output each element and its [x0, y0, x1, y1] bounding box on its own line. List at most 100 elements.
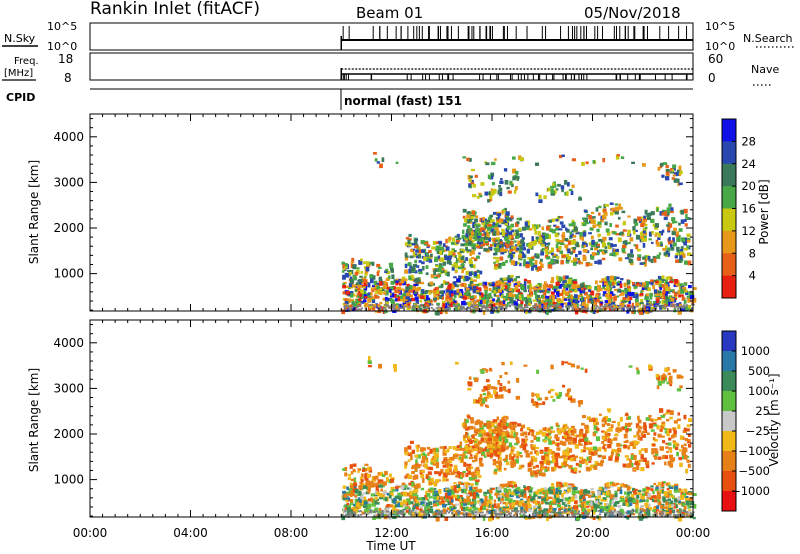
- range-cell: [484, 240, 488, 243]
- range-cell: [425, 295, 429, 300]
- range-cell: [488, 292, 492, 298]
- range-cell: [552, 491, 556, 495]
- range-cell: [660, 162, 664, 167]
- range-cell: [481, 233, 485, 237]
- range-cell: [592, 310, 596, 315]
- range-cell: [354, 498, 358, 504]
- range-cell: [469, 417, 474, 420]
- range-cell: [379, 301, 383, 305]
- range-cell: [369, 481, 374, 485]
- range-cell: [684, 260, 689, 265]
- freq-panel: [89, 52, 694, 81]
- range-cell: [556, 297, 561, 302]
- range-cell: [381, 473, 386, 477]
- range-cell: [447, 255, 452, 261]
- range-cell: [670, 297, 675, 302]
- range-cell: [449, 505, 453, 510]
- range-cell: [643, 255, 647, 258]
- range-cell: [686, 306, 691, 311]
- range-cell: [619, 293, 622, 297]
- range-cell: [463, 292, 469, 296]
- range-cell: [451, 456, 456, 459]
- range-cell: [385, 477, 390, 482]
- range-cell: [506, 507, 510, 511]
- range-cell: [416, 447, 420, 453]
- range-cell: [627, 229, 631, 233]
- range-cell: [675, 489, 680, 493]
- range-cell: [470, 231, 475, 236]
- range-cell: [629, 498, 633, 503]
- range-cell: [433, 276, 438, 279]
- range-cell: [666, 287, 671, 291]
- range-cell: [648, 301, 652, 305]
- range-cell: [547, 285, 551, 288]
- range-cell: [415, 249, 419, 253]
- range-cell: [568, 296, 572, 302]
- range-cell: [661, 275, 665, 280]
- ground-scatter-cell: [636, 305, 639, 308]
- range-cell: [501, 446, 506, 450]
- range-cell: [490, 191, 495, 196]
- range-cell: [598, 205, 602, 209]
- range-cell: [540, 501, 544, 505]
- range-cell: [565, 275, 569, 280]
- range-cell: [494, 263, 499, 267]
- ground-scatter-cell: [676, 305, 679, 308]
- range-cell: [602, 236, 607, 241]
- range-cell: [457, 305, 461, 310]
- range-cell: [620, 483, 623, 487]
- range-cell: [496, 231, 500, 236]
- range-cell: [364, 473, 367, 479]
- range-cell: [366, 281, 369, 285]
- range-cell: [546, 516, 549, 522]
- range-cell: [622, 240, 626, 245]
- range-cell: [632, 230, 636, 235]
- range-cell: [405, 237, 410, 240]
- range-cell: [367, 297, 372, 303]
- range-cell: [449, 293, 453, 298]
- range-cell: [472, 494, 476, 500]
- range-cell: [545, 298, 550, 302]
- ground-scatter-cell: [657, 304, 660, 307]
- range-cell: [535, 287, 538, 291]
- range-cell: [434, 511, 439, 516]
- range-cell: [518, 242, 523, 248]
- nsearch-tick-top: 10^5: [705, 20, 735, 33]
- range-cell: [531, 256, 535, 259]
- range-cell: [624, 240, 628, 245]
- range-cell: [474, 468, 477, 473]
- range-cell: [407, 459, 411, 462]
- range-cell: [360, 499, 364, 505]
- ground-scatter-cell: [583, 307, 586, 310]
- range-cell: [626, 309, 630, 314]
- range-cell: [462, 447, 466, 452]
- range-cell: [443, 249, 448, 252]
- range-cell: [566, 228, 570, 233]
- range-cell: [487, 199, 491, 203]
- range-cell: [485, 230, 489, 233]
- range-cell: [438, 488, 442, 494]
- range-cell: [435, 274, 440, 278]
- range-cell: [430, 460, 435, 465]
- range-cell: [596, 252, 600, 256]
- range-cell: [650, 485, 654, 488]
- range-cell: [493, 503, 497, 508]
- ground-scatter-cell: [631, 307, 634, 310]
- range-cell: [509, 249, 514, 252]
- range-cell: [423, 497, 428, 500]
- range-cell: [650, 279, 654, 282]
- range-cell: [652, 223, 657, 227]
- range-cell: [584, 303, 589, 307]
- ground-scatter-cell: [488, 305, 491, 308]
- range-cell: [414, 296, 419, 301]
- ground-scatter-cell: [426, 307, 429, 310]
- range-cell: [415, 299, 419, 305]
- range-cell: [579, 497, 583, 501]
- ground-scatter-cell: [474, 304, 477, 307]
- range-cell: [564, 191, 567, 196]
- range-cell: [590, 299, 594, 305]
- range-cell: [359, 476, 363, 481]
- range-cell: [488, 498, 492, 504]
- range-cell: [432, 297, 437, 301]
- range-cell: [640, 504, 644, 510]
